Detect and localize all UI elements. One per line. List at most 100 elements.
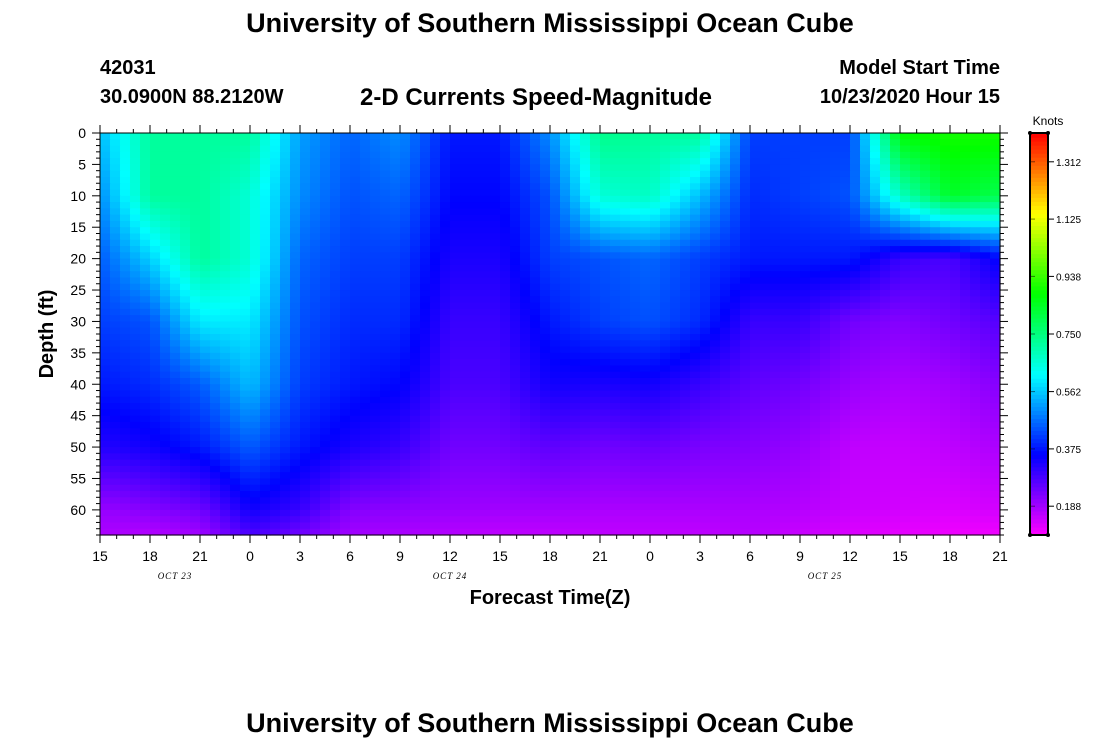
heatmap-cell bbox=[330, 220, 341, 228]
heatmap-cell bbox=[800, 403, 811, 410]
heatmap-cell bbox=[870, 264, 881, 272]
heatmap-cell bbox=[790, 264, 801, 272]
heatmap-cell bbox=[230, 264, 241, 272]
heatmap-cell bbox=[300, 352, 311, 360]
heatmap-cell bbox=[280, 365, 291, 373]
heatmap-cell bbox=[650, 390, 661, 398]
heatmap-cell bbox=[980, 472, 991, 480]
heatmap-cell bbox=[750, 346, 761, 354]
heatmap-cell bbox=[560, 133, 571, 140]
heatmap-cell bbox=[960, 145, 971, 153]
heatmap-cell bbox=[710, 158, 721, 166]
heatmap-cell bbox=[140, 472, 151, 480]
heatmap-cell bbox=[370, 472, 381, 480]
heatmap-cell bbox=[610, 208, 621, 216]
heatmap-cell bbox=[360, 308, 371, 316]
heatmap-cell bbox=[980, 315, 991, 323]
heatmap-cell bbox=[320, 421, 331, 429]
heatmap-cell bbox=[530, 233, 541, 241]
heatmap-cell bbox=[920, 359, 931, 367]
heatmap-cell bbox=[780, 183, 791, 191]
heatmap-cell bbox=[950, 220, 961, 228]
heatmap-cell bbox=[460, 271, 471, 279]
heatmap-cell bbox=[220, 440, 231, 448]
heatmap-cell bbox=[600, 271, 611, 279]
heatmap-cell bbox=[590, 384, 601, 392]
heatmap-cell bbox=[590, 403, 601, 410]
heatmap-cell bbox=[370, 428, 381, 436]
heatmap-cell bbox=[130, 359, 141, 367]
heatmap-cell bbox=[720, 277, 731, 285]
heatmap-cell bbox=[330, 176, 341, 184]
heatmap-cell bbox=[130, 352, 141, 360]
heatmap-cell bbox=[800, 158, 811, 166]
heatmap-cell bbox=[990, 170, 1001, 178]
heatmap-cell bbox=[790, 239, 801, 247]
heatmap-cell bbox=[680, 384, 691, 392]
heatmap-cell bbox=[920, 264, 931, 272]
heatmap-cell bbox=[220, 346, 231, 354]
heatmap-cell bbox=[670, 415, 681, 423]
heatmap-cell bbox=[200, 327, 211, 335]
heatmap-cell bbox=[630, 428, 641, 436]
heatmap-cell bbox=[250, 233, 261, 241]
heatmap-cell bbox=[430, 340, 441, 348]
heatmap-cell bbox=[830, 239, 841, 247]
heatmap-cell bbox=[200, 195, 211, 203]
heatmap-cell bbox=[240, 258, 251, 266]
heatmap-cell bbox=[660, 264, 671, 272]
heatmap-cell bbox=[340, 321, 351, 329]
heatmap-cell bbox=[750, 195, 761, 203]
heatmap-cell bbox=[440, 447, 451, 454]
heatmap-cell bbox=[840, 384, 851, 392]
heatmap-cell bbox=[150, 202, 161, 209]
heatmap-cell bbox=[300, 415, 311, 423]
heatmap-cell bbox=[790, 447, 801, 454]
heatmap-cell bbox=[700, 327, 711, 335]
heatmap-cell bbox=[890, 359, 901, 367]
heatmap-cell bbox=[250, 421, 261, 429]
heatmap-cell bbox=[940, 346, 951, 354]
heatmap-cell bbox=[180, 453, 191, 461]
heatmap-cell bbox=[230, 352, 241, 360]
heatmap-cell bbox=[500, 252, 511, 260]
heatmap-cell bbox=[250, 434, 261, 442]
heatmap-cell bbox=[310, 390, 321, 398]
heatmap-cell bbox=[250, 478, 261, 486]
heatmap-cell bbox=[170, 384, 181, 392]
heatmap-cell bbox=[420, 447, 431, 454]
heatmap-cell bbox=[220, 183, 231, 191]
heatmap-cell bbox=[380, 334, 391, 341]
heatmap-cell bbox=[520, 440, 531, 448]
heatmap-cell bbox=[220, 164, 231, 172]
heatmap-cell bbox=[520, 220, 531, 228]
heatmap-cell bbox=[280, 195, 291, 203]
heatmap-cell bbox=[720, 365, 731, 373]
heatmap-cell bbox=[860, 183, 871, 191]
heatmap-cell bbox=[550, 334, 561, 341]
heatmap-cell bbox=[650, 264, 661, 272]
heatmap-cell bbox=[480, 415, 491, 423]
heatmap-cell bbox=[610, 145, 621, 153]
heatmap-cell bbox=[210, 208, 221, 216]
heatmap-cell bbox=[370, 302, 381, 310]
heatmap-cell bbox=[260, 465, 271, 473]
heatmap-cell bbox=[520, 189, 531, 197]
heatmap-cell bbox=[650, 283, 661, 291]
heatmap-cell bbox=[400, 428, 411, 436]
heatmap-cell bbox=[870, 133, 881, 140]
heatmap-cell bbox=[990, 233, 1001, 241]
heatmap-cell bbox=[530, 170, 541, 178]
heatmap-cell bbox=[940, 390, 951, 398]
heatmap-cell bbox=[510, 384, 521, 392]
heatmap-cell bbox=[850, 283, 861, 291]
heatmap-cell bbox=[900, 214, 911, 222]
heatmap-cell bbox=[980, 164, 991, 172]
heatmap-cell bbox=[650, 246, 661, 253]
heatmap-cell bbox=[180, 415, 191, 423]
heatmap-cell bbox=[880, 290, 891, 297]
heatmap-cell bbox=[490, 371, 501, 379]
heatmap-cell bbox=[860, 352, 871, 360]
heatmap-cell bbox=[170, 415, 181, 423]
heatmap-cell bbox=[370, 220, 381, 228]
